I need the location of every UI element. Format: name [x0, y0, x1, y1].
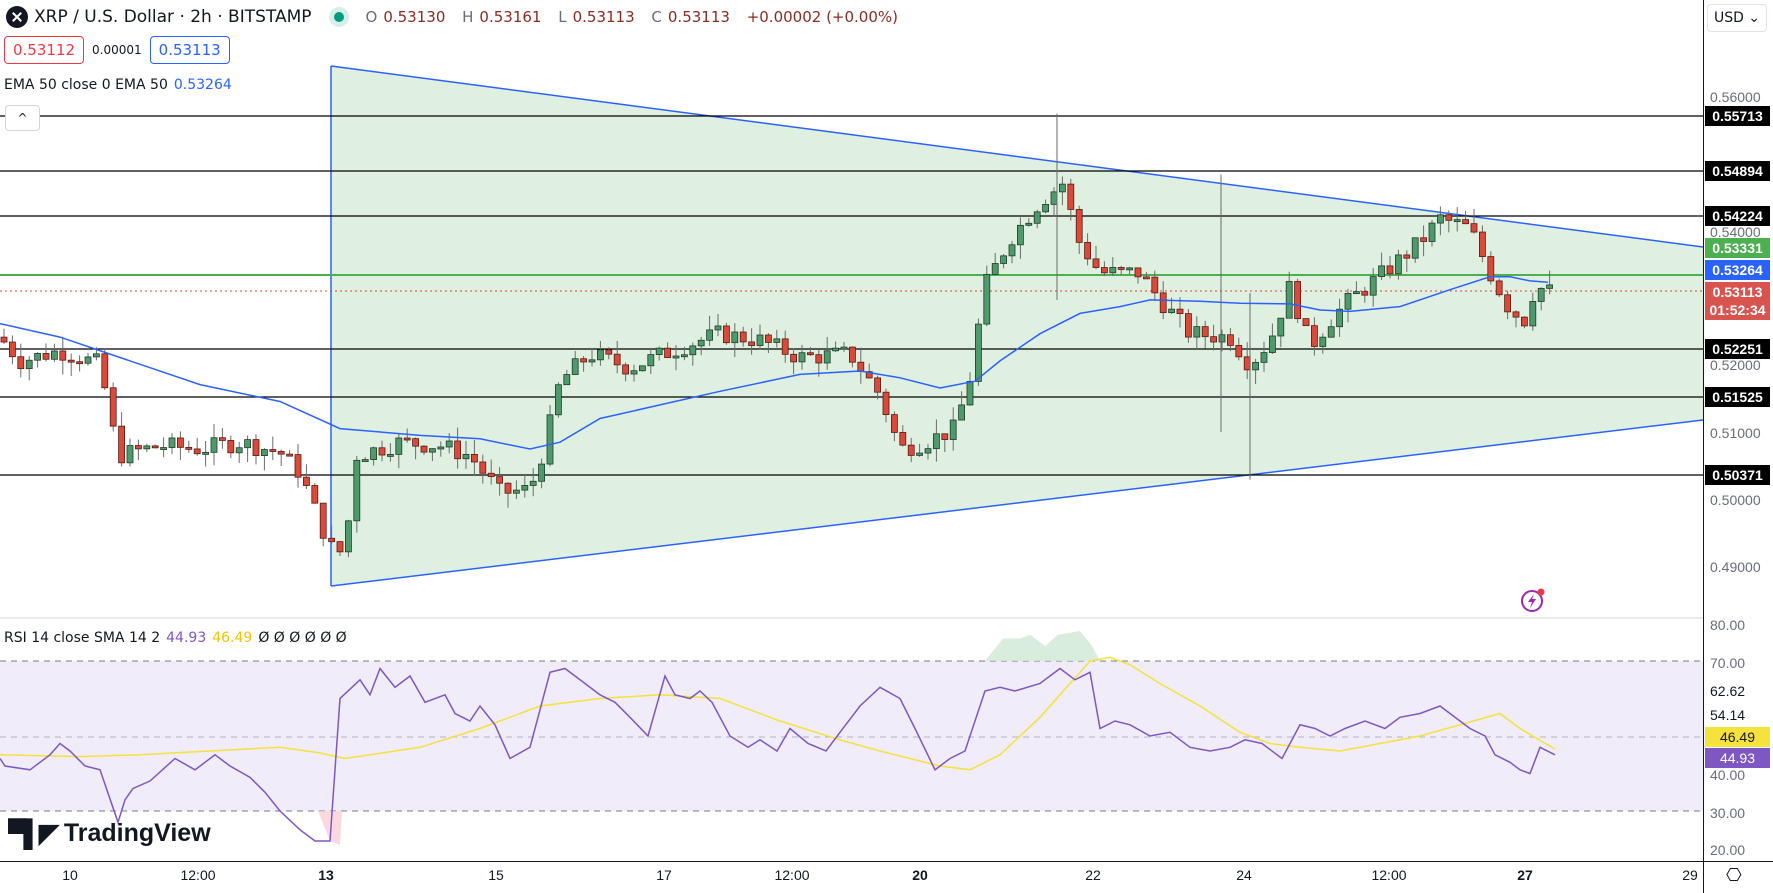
- level-tag[interactable]: 0.55713: [1705, 106, 1770, 126]
- xrp-logo-icon: [6, 6, 28, 28]
- time-tick: 29: [1682, 867, 1698, 883]
- time-tick: 27: [1517, 867, 1533, 883]
- time-tick: 24: [1236, 867, 1252, 883]
- open-value: 0.53130: [383, 8, 446, 26]
- time-tick: 12:00: [1371, 867, 1407, 883]
- ema-label: EMA 50 close 0 EMA 50: [4, 77, 168, 93]
- change-value: +0.00002 (+0.00%): [746, 8, 898, 26]
- rsi-tick: 30.00: [1710, 805, 1746, 821]
- rsi-label: RSI 14 close SMA 14 2: [4, 630, 161, 646]
- rsi-tag: 44.93: [1705, 748, 1770, 768]
- collapse-legend-button[interactable]: ^: [5, 105, 40, 131]
- rsi-oversold-fill: [318, 811, 342, 845]
- price-tick: 0.50000: [1710, 492, 1761, 508]
- time-tick: 10: [62, 867, 78, 883]
- rsi-tick: 20.00: [1710, 842, 1746, 858]
- rsi-tick: 40.00: [1710, 767, 1746, 783]
- time-tick: 22: [1085, 867, 1101, 883]
- symbol-title[interactable]: XRP / U.S. Dollar · 2h · BITSTAMP: [34, 7, 312, 27]
- level-tag[interactable]: 0.50371: [1705, 465, 1770, 485]
- triangle-lower-trendline[interactable]: [330, 419, 1704, 587]
- price-tick: 0.52000: [1710, 357, 1761, 373]
- rsi-label: 54.14: [1710, 707, 1746, 723]
- candlesticks: [0, 113, 1553, 558]
- price-tick: 0.49000: [1710, 559, 1761, 575]
- market-status-icon[interactable]: [333, 12, 344, 22]
- rsi-extra-values: Ø Ø Ø Ø Ø Ø: [258, 630, 347, 646]
- currency-select[interactable]: USD ⌄: [1707, 4, 1767, 32]
- price-tick: 0.51000: [1710, 425, 1761, 441]
- level-tag[interactable]: 0.52251: [1705, 339, 1770, 359]
- price-tick: 0.56000: [1710, 89, 1761, 105]
- bar-countdown: 01:52:34: [1709, 302, 1766, 318]
- rsi-sma-line: [0, 656, 1556, 771]
- symbol-header: XRP / U.S. Dollar · 2h · BITSTAMP O 0.531…: [0, 0, 904, 34]
- rsi-tick: 70.00: [1710, 655, 1746, 671]
- time-tick: 15: [488, 867, 504, 883]
- last-price-tag[interactable]: 0.53113 01:52:34: [1705, 282, 1770, 320]
- ohlc-values: O 0.53130 H 0.53161 L 0.53113 C 0.53113 +0.0…: [365, 8, 898, 26]
- support-tag[interactable]: 0.53331: [1705, 238, 1770, 258]
- level-tag[interactable]: 0.51525: [1705, 387, 1770, 407]
- high-value: 0.53161: [479, 8, 542, 26]
- time-tick: 20: [912, 867, 928, 883]
- time-tick: 12:00: [774, 867, 810, 883]
- rsi-label: 62.62: [1710, 683, 1746, 699]
- rsi-sma-value: 46.49: [212, 630, 253, 646]
- bid-ask-panel: 0.53112 0.00001 0.53113: [4, 36, 230, 64]
- rsi-value: 44.93: [166, 630, 207, 646]
- rsi-sma-tag: 46.49: [1705, 727, 1770, 747]
- rsi-band-background: [0, 661, 1703, 811]
- rsi-legend[interactable]: RSI 14 close SMA 14 2 44.93 46.49 Ø Ø Ø Ø Ø…: [4, 630, 347, 646]
- price-tick: 0.54000: [1710, 224, 1761, 240]
- time-tick: 17: [656, 867, 672, 883]
- chevron-down-icon: ⌄: [1748, 10, 1760, 26]
- chevron-up-icon: ^: [17, 111, 28, 125]
- level-tag[interactable]: 0.54224: [1705, 206, 1770, 226]
- buy-button[interactable]: 0.53113: [149, 36, 230, 64]
- rsi-tick: 80.00: [1710, 617, 1746, 633]
- level-tag[interactable]: 0.54894: [1705, 161, 1770, 181]
- sell-button[interactable]: 0.53112: [4, 36, 85, 64]
- lightning-alert-icon[interactable]: [1520, 587, 1546, 613]
- rsi-overbought-fill: [985, 631, 1100, 661]
- ema50-line: [0, 276, 1549, 450]
- ema-legend[interactable]: EMA 50 close 0 EMA 50 0.53264: [4, 77, 232, 93]
- tradingview-logo[interactable]: ⁠▀▌◤ TradingView: [8, 818, 211, 849]
- last-price-value: 0.53113: [1712, 284, 1763, 300]
- rsi-line: [0, 667, 1556, 842]
- time-tick: 13: [318, 867, 334, 883]
- spread-value: 0.00001: [92, 43, 142, 57]
- ema-tag[interactable]: 0.53264: [1705, 260, 1770, 280]
- time-tick: 12:00: [180, 867, 216, 883]
- low-value: 0.53113: [572, 8, 635, 26]
- close-value: 0.53113: [667, 8, 730, 26]
- tradingview-wordmark: TradingView: [63, 819, 211, 847]
- triangle-pattern-fill: [331, 66, 1703, 586]
- chart-settings-icon[interactable]: ⎔: [1726, 865, 1742, 886]
- ema-value: 0.53264: [173, 77, 232, 93]
- tradingview-mark-icon: ⁠▀▌◤: [8, 818, 59, 848]
